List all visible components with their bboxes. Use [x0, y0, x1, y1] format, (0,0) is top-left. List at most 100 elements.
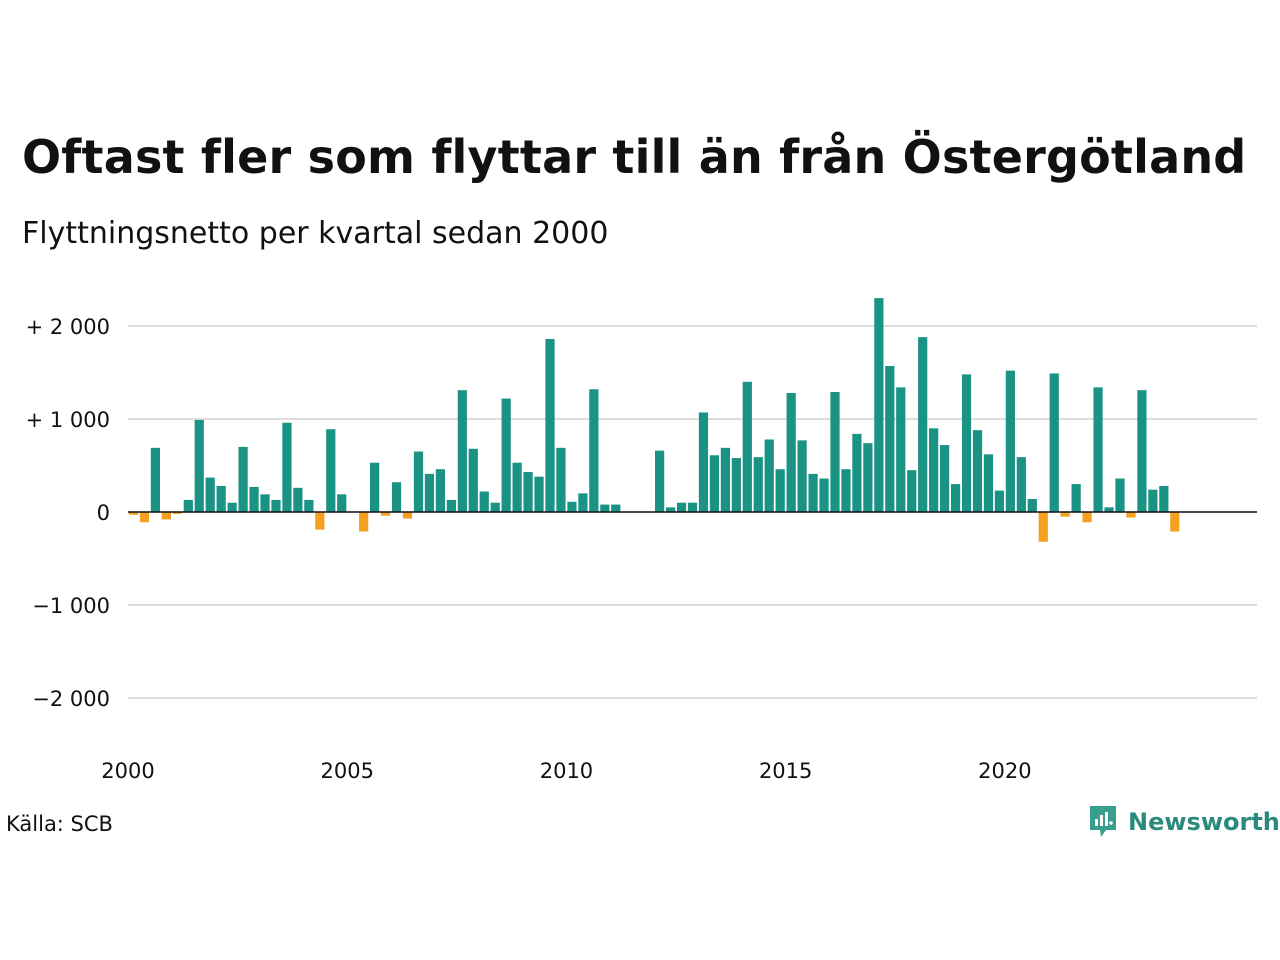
y-tick-label: + 2 000: [26, 315, 110, 339]
bar-2013-q2: [709, 455, 720, 512]
chart-title: Oftast fler som flyttar till än från Öst…: [22, 130, 1247, 184]
bar-2006-q4: [424, 473, 435, 512]
bar-2015-q3: [808, 473, 818, 512]
bar-2007-q2: [446, 499, 456, 512]
bar-2008-q2: [490, 502, 500, 512]
bar-2018-q2: [929, 428, 939, 512]
x-tick-label: 2005: [320, 759, 373, 783]
bar-2000-q3: [150, 447, 161, 512]
bar-2002-q1: [216, 485, 226, 512]
bar-2016-q1: [830, 392, 840, 512]
bar-2007-q1: [435, 469, 445, 512]
bar-2022-q2: [1104, 507, 1114, 512]
bar-2012-q1: [655, 450, 665, 512]
bar-2013-q4: [731, 458, 741, 512]
brand-name: Newsworthy: [1128, 808, 1280, 836]
bar-2003-q2: [271, 499, 281, 512]
bar-2008-q1: [479, 491, 489, 512]
bar-2018-q1: [918, 337, 928, 512]
bar-2023-q4: [1170, 512, 1180, 532]
bar-2007-q3: [457, 390, 467, 512]
bar-2017-q1: [874, 298, 884, 512]
bar-2003-q4: [293, 487, 303, 512]
y-tick-label: 0: [97, 501, 110, 525]
bar-2009-q2: [534, 476, 544, 512]
bar-2016-q3: [852, 433, 862, 512]
bar-2014-q4: [775, 469, 785, 512]
x-tick-label: 2020: [978, 759, 1031, 783]
bar-2020-q4: [1038, 512, 1048, 542]
bar-2000-q2: [139, 512, 150, 523]
y-axis-tick-labels: + 2 000 + 1 000 0 −1 000 −2 000: [26, 315, 110, 711]
bar-2014-q2: [753, 457, 763, 512]
bar-2023-q1: [1137, 390, 1147, 512]
bar-2010-q4: [600, 504, 610, 512]
bar-2004-q4: [337, 494, 347, 512]
bar-2017-q3: [896, 387, 906, 512]
bar-2017-q2: [885, 365, 895, 512]
bar-2020-q1: [1005, 370, 1015, 512]
bar-2002-q2: [227, 502, 237, 512]
bar-2010-q1: [567, 501, 577, 512]
bar-2004-q3: [326, 429, 336, 512]
bar-2023-q2: [1148, 489, 1158, 512]
bar-2019-q2: [972, 430, 983, 512]
bar-2021-q3: [1071, 484, 1081, 512]
bar-2005-q4: [380, 512, 391, 516]
bar-2003-q1: [260, 494, 270, 512]
bar-2008-q4: [512, 462, 522, 512]
bar-2003-q3: [282, 422, 292, 512]
bar-2019-q1: [961, 374, 972, 512]
bar-2021-q2: [1060, 512, 1070, 517]
bar-2012-q4: [687, 502, 698, 512]
x-tick-label: 2015: [759, 759, 812, 783]
bar-2022-q4: [1126, 512, 1136, 518]
bar-2001-q4: [205, 477, 215, 512]
brand-logo[interactable]: Newsworthy: [1088, 804, 1280, 840]
bar-2001-q3: [194, 419, 204, 512]
bar-2013-q1: [698, 412, 709, 512]
bar-2002-q4: [249, 486, 259, 512]
bar-2011-q1: [611, 504, 621, 512]
bar-2022-q1: [1093, 387, 1103, 512]
bar-2021-q4: [1082, 512, 1092, 523]
bar-2009-q4: [556, 447, 566, 512]
y-tick-label: −1 000: [32, 594, 110, 618]
x-tick-label: 2000: [101, 759, 154, 783]
bar-2001-q1: [172, 512, 182, 514]
bar-2016-q4: [863, 443, 873, 512]
bar-2014-q1: [742, 381, 752, 512]
bar-2014-q3: [764, 439, 774, 512]
x-axis-tick-labels: 2000 2005 2010 2015 2020: [101, 759, 1031, 783]
y-tick-label: + 1 000: [26, 408, 110, 432]
bar-2015-q4: [819, 478, 829, 512]
grid-lines: [128, 325, 1257, 699]
bar-2019-q4: [994, 490, 1005, 512]
bar-2012-q3: [676, 502, 687, 512]
bar-2000-q1: [128, 512, 139, 515]
y-tick-label: −2 000: [32, 687, 110, 711]
bar-2010-q2: [578, 493, 588, 512]
bar-2018-q4: [950, 484, 961, 512]
bar-2020-q3: [1027, 498, 1037, 512]
bar-2004-q2: [315, 512, 325, 530]
bar-2015-q2: [797, 440, 807, 512]
newsworthy-logo-icon: [1090, 806, 1116, 837]
bar-2006-q1: [391, 482, 402, 512]
bar-2018-q3: [940, 445, 950, 512]
bar-chart: + 2 000 + 1 000 0 −1 000 −2 000 2000 2005 2010…: [26, 298, 1257, 783]
bar-2017-q4: [907, 470, 917, 512]
bar-2004-q1: [304, 499, 314, 512]
bar-2008-q3: [501, 398, 511, 512]
bar-2009-q3: [545, 339, 555, 512]
bar-2015-q1: [786, 392, 796, 512]
x-tick-label: 2010: [540, 759, 593, 783]
bar-2005-q3: [370, 462, 380, 512]
chart-subtitle: Flyttningsnetto per kvartal sedan 2000: [22, 216, 609, 251]
bar-2016-q2: [841, 469, 851, 512]
bar-2005-q2: [359, 512, 369, 532]
bar-2002-q3: [238, 446, 248, 512]
bar-2012-q2: [665, 507, 676, 512]
bar-2023-q3: [1159, 485, 1169, 512]
bar-2001-q2: [183, 499, 193, 512]
